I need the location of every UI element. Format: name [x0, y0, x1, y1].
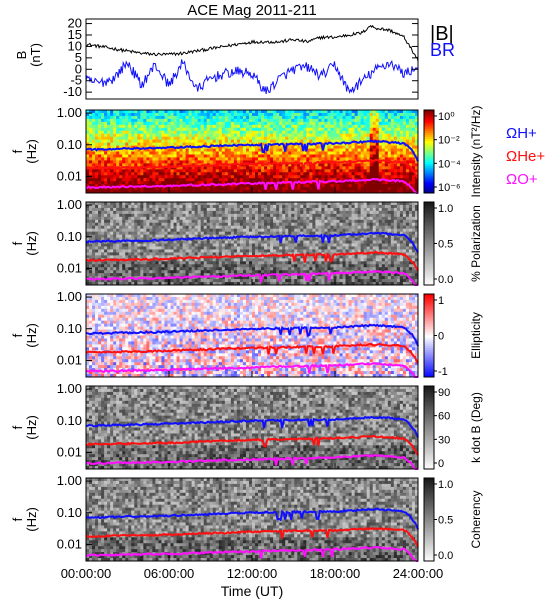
y-tick-label: 0.10 — [57, 137, 82, 152]
colorbar-tick-label: 30 — [438, 434, 450, 446]
colorbar-tick-label: 1 — [438, 295, 444, 307]
y-tick-label: 0.01 — [57, 352, 82, 367]
cyclotron-line-he — [85, 250, 419, 272]
chart-title: ACE Mag 2011-211 — [187, 2, 317, 19]
y-tick-label: 0.10 — [57, 321, 82, 336]
y-tick-label: 0.10 — [57, 413, 82, 428]
colorbar-label: Coherency — [469, 490, 483, 548]
y-axis-unit: (Hz) — [24, 139, 39, 164]
colorbar-tick-label: 1.0 — [438, 479, 453, 491]
y-tick-label: 1.00 — [57, 381, 82, 396]
series-line-b-r — [85, 59, 419, 95]
colorbar-tick-label: 0.5 — [438, 515, 453, 527]
colorbar-tick-label: 0.0 — [438, 550, 453, 562]
colorbar-label: k dot B (Deg) — [469, 392, 483, 463]
panel-k-dot-b: 1.00 0.10 0.01 f (Hz) 90 60 30 0 k dot B (Deg) — [10, 381, 483, 470]
colorbar-tick-label: 0 — [438, 331, 444, 343]
colorbar-tick-label: 60 — [438, 411, 450, 423]
colorbar-tick-label: 10⁻² — [438, 135, 460, 147]
y-tick-label: 1.00 — [57, 289, 82, 304]
colorbar-tick-label: 0.5 — [438, 239, 453, 251]
y-tick-label: 0.01 — [57, 536, 82, 551]
cyclotron-line-h — [85, 507, 419, 530]
series-line-b-magnitude — [85, 24, 419, 62]
colorbar-tick-label: 0.0 — [438, 274, 453, 286]
y-tick-label: 10 — [68, 38, 82, 53]
y-tick-label: 0 — [75, 61, 82, 76]
x-tick-label: 00:00:00 — [61, 566, 112, 581]
colorbar-tick-label: 10⁻⁶ — [438, 182, 461, 194]
colorbar-tick-label: 90 — [438, 387, 450, 399]
legend-b-r: BR — [430, 40, 455, 60]
y-axis-label: f — [10, 241, 25, 245]
panel-frame — [85, 18, 419, 100]
y-axis-unit: (nT) — [28, 43, 43, 67]
y-tick-label: -10 — [63, 84, 82, 99]
x-tick-label: 18:00:00 — [310, 566, 361, 581]
colorbar-label: Ellipticity — [469, 312, 483, 359]
cyclotron-line-h — [85, 139, 419, 162]
y-axis-unit: (Hz) — [24, 415, 39, 440]
colorbar-tick-label: 10⁻⁴ — [438, 158, 461, 170]
legend-b-magnitude: |B| — [430, 23, 454, 45]
x-tick-label: 12:00:00 — [227, 566, 278, 581]
colorbar-frame — [423, 109, 435, 194]
colorbar-tick-label: 0 — [438, 458, 444, 470]
y-axis-unit: (Hz) — [24, 507, 39, 532]
y-axis-label: B — [14, 51, 29, 60]
y-tick-label: -5 — [70, 73, 82, 88]
panel-intensity: 1.00 0.10 0.01 f (Hz) 10⁰ 10⁻² 10⁻⁴ 10⁻⁶ Intensit… — [10, 105, 545, 197]
colorbar-label: Intensity (nT²/Hz) — [469, 105, 483, 197]
y-tick-label: 0.01 — [57, 260, 82, 275]
colorbar-frame — [423, 385, 435, 470]
y-tick-label: 1.00 — [57, 197, 82, 212]
y-axis-unit: (Hz) — [24, 323, 39, 348]
cyclotron-line-he — [85, 158, 419, 180]
y-tick-label: 0.10 — [57, 505, 82, 520]
cyclotron-line-h — [85, 231, 419, 254]
cyclotron-line-he — [85, 434, 419, 456]
cyclotron-line-o — [85, 453, 418, 470]
y-axis-label: f — [10, 517, 25, 521]
panel-coherency: 1.00 0.10 0.01 f (Hz) 1.0 0.5 0.0 Coherency — [10, 473, 483, 562]
cyclotron-line-o — [85, 362, 418, 378]
colorbar-label: % Polarization — [469, 205, 483, 282]
y-tick-label: 5 — [75, 50, 82, 65]
colorbar-tick-label: -1 — [438, 366, 448, 378]
legend-he: ΩHe+ — [506, 148, 545, 165]
panel-ellipticity: 1.00 0.10 0.01 f (Hz) 1 0 -1 Ellipticity — [10, 289, 483, 378]
cyclotron-line-h — [86, 415, 419, 438]
cyclotron-line-o — [85, 545, 418, 562]
cyclotron-line-he — [85, 527, 419, 548]
y-tick-label: 15 — [68, 27, 82, 42]
x-tick-label: 24:00:00 — [393, 566, 444, 581]
colorbar-tick-label: 10⁰ — [438, 111, 455, 123]
colorbar-tick-label: 1.0 — [438, 203, 453, 215]
cyclotron-line-o — [85, 270, 418, 286]
x-tick-label: 06:00:00 — [144, 566, 195, 581]
cyclotron-line-o — [85, 177, 418, 194]
x-axis-label: Time (UT) — [221, 583, 283, 599]
y-tick-label: 1.00 — [57, 105, 82, 120]
y-tick-label: 0.10 — [57, 229, 82, 244]
cyclotron-line-he — [85, 343, 419, 364]
legend-o: ΩO+ — [506, 171, 538, 188]
panel-polarization: 1.00 0.10 0.01 f (Hz) 1.0 0.5 0.0 % Polarization — [10, 197, 483, 286]
y-tick-label: 1.00 — [57, 473, 82, 488]
y-tick-label: 20 — [68, 16, 82, 31]
cyclotron-line-h — [86, 323, 419, 347]
y-axis-label: f — [10, 425, 25, 429]
y-axis-label: f — [10, 333, 25, 337]
y-tick-label: 0.01 — [57, 444, 82, 459]
y-tick-label: 0.01 — [57, 168, 82, 183]
legend-h: ΩH+ — [506, 125, 537, 142]
y-axis-label: f — [10, 149, 25, 153]
y-axis-unit: (Hz) — [24, 231, 39, 256]
